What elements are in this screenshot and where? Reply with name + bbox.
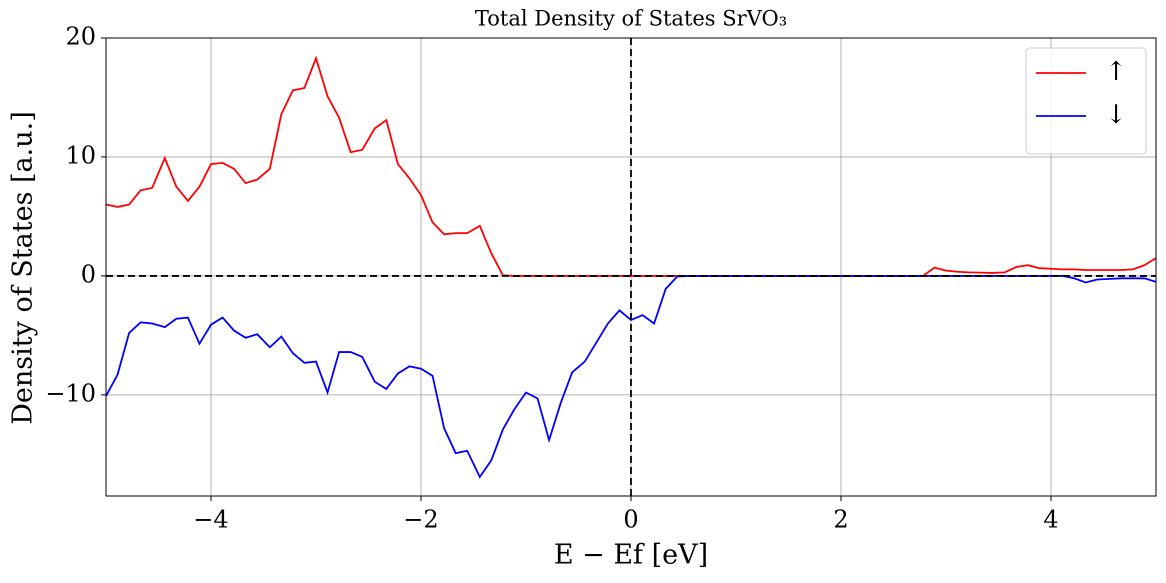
legend-label: ↓ — [1105, 100, 1127, 130]
x-tick-label: 4 — [1043, 506, 1058, 534]
x-tick-label: 0 — [623, 506, 638, 534]
legend-box — [1025, 47, 1147, 155]
y-tick-label: 20 — [65, 23, 96, 51]
plot-frame — [105, 37, 1157, 497]
legend-label: ↑ — [1105, 57, 1127, 87]
x-axis-label: E − Ef [eV] — [554, 540, 708, 571]
chart-title: Total Density of States SrVO₃ — [475, 7, 787, 31]
y-tick-label: 10 — [65, 141, 96, 169]
y-axis-label: Density of States [a.u.] — [8, 111, 39, 424]
y-tick-label: −10 — [45, 379, 96, 407]
x-tick-label: 2 — [833, 506, 848, 534]
x-tick-label: −4 — [193, 506, 228, 534]
y-tick-label: 0 — [81, 260, 96, 288]
x-tick-label: −2 — [403, 506, 438, 534]
